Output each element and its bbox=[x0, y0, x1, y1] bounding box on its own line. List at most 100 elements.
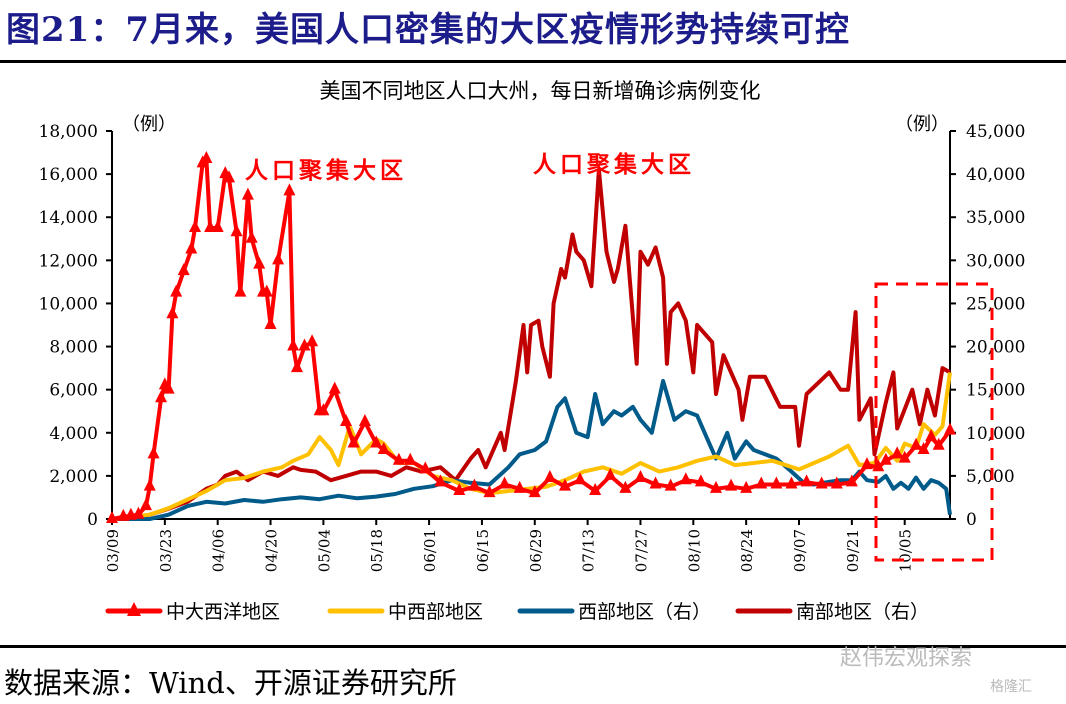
series-marker bbox=[230, 224, 243, 237]
series-marker bbox=[879, 452, 892, 465]
x-tick-label: 03/23 bbox=[157, 529, 175, 572]
x-tick-label: 03/09 bbox=[104, 529, 122, 572]
series-marker bbox=[290, 360, 303, 373]
series-marker bbox=[245, 230, 258, 243]
series-marker bbox=[872, 459, 885, 472]
right-tick-label: 35,000 bbox=[966, 208, 1025, 228]
x-tick-label: 06/01 bbox=[421, 529, 439, 572]
series-marker bbox=[910, 437, 923, 450]
series-marker bbox=[679, 472, 692, 485]
series-marker bbox=[147, 446, 160, 459]
x-tick-label: 06/29 bbox=[527, 529, 545, 572]
source-note: 数据来源：Wind、开源证券研究所 bbox=[4, 666, 457, 700]
series-marker bbox=[785, 476, 798, 489]
series-marker bbox=[543, 470, 556, 483]
series-marker bbox=[264, 317, 277, 329]
x-tick-label: 10/05 bbox=[897, 529, 915, 572]
series-marker bbox=[170, 284, 183, 297]
right-tick-label: 10,000 bbox=[966, 424, 1025, 444]
right-tick-label: 5,000 bbox=[966, 467, 1015, 487]
series-marker bbox=[483, 485, 496, 498]
series-marker bbox=[404, 452, 417, 465]
series-marker bbox=[253, 256, 266, 269]
legend: 中大西洋地区 中西部地区 西部地区（右） 南部地区（右） bbox=[105, 601, 929, 623]
series-marker bbox=[241, 187, 254, 200]
series-marker bbox=[740, 480, 753, 493]
series-marker bbox=[392, 452, 405, 465]
x-tick-label: 09/21 bbox=[844, 529, 862, 572]
left-tick-label: 2,000 bbox=[49, 467, 98, 487]
left-tick-label: 14,000 bbox=[39, 208, 98, 228]
series-marker bbox=[898, 450, 911, 463]
series-marker bbox=[419, 461, 432, 474]
left-tick-label: 10,000 bbox=[39, 294, 98, 314]
x-tick-label: 05/18 bbox=[368, 529, 386, 572]
series-marker bbox=[272, 252, 285, 265]
right-tick-label: 20,000 bbox=[966, 338, 1025, 358]
left-tick-label: 12,000 bbox=[39, 251, 98, 271]
series-marker bbox=[604, 467, 617, 480]
series-marker bbox=[800, 474, 813, 487]
annotation-2: 人口聚集大区 bbox=[533, 151, 695, 178]
series-marker bbox=[317, 403, 330, 416]
series-marker bbox=[634, 470, 647, 483]
left-tick-label: 4,000 bbox=[49, 424, 98, 444]
series-marker bbox=[162, 381, 175, 394]
series-marker bbox=[891, 446, 904, 459]
series-marker bbox=[725, 478, 738, 491]
series-marker bbox=[358, 414, 371, 426]
series-marker bbox=[925, 429, 938, 442]
right-tick-label: 30,000 bbox=[966, 251, 1025, 271]
left-tick-label: 18,000 bbox=[39, 122, 98, 142]
series-marker bbox=[845, 474, 858, 487]
x-tick-label: 04/20 bbox=[263, 529, 281, 572]
series-marker bbox=[370, 435, 383, 448]
series-marker bbox=[211, 220, 224, 232]
right-tick-label: 45,000 bbox=[966, 122, 1025, 142]
series-marker bbox=[234, 284, 247, 297]
chart-title: 美国不同地区人口大州，每日新增确诊病例变化 bbox=[320, 79, 761, 103]
footer-divider bbox=[0, 645, 1066, 648]
legend-label: 中大西洋地区 bbox=[166, 601, 280, 623]
left-tick-label: 8,000 bbox=[49, 338, 98, 358]
series-marker bbox=[347, 435, 360, 448]
series-marker bbox=[755, 476, 768, 489]
right-tick-label: 25,000 bbox=[966, 294, 1025, 314]
series-marker bbox=[139, 498, 152, 511]
series-marker bbox=[770, 476, 783, 489]
page-title: 图21：7月来，美国人口密集的大区疫情形势持续可控 bbox=[6, 10, 850, 50]
series-marker bbox=[204, 220, 217, 232]
x-tick-label: 08/10 bbox=[685, 529, 703, 572]
series-marker bbox=[185, 241, 198, 254]
series-marker bbox=[189, 220, 202, 232]
series-marker bbox=[132, 506, 145, 519]
series-marker bbox=[434, 474, 447, 487]
series-marker bbox=[932, 437, 945, 450]
series-marker bbox=[589, 482, 602, 495]
series-marker bbox=[223, 170, 236, 183]
title-divider bbox=[0, 60, 1066, 63]
x-tick-label: 07/13 bbox=[580, 529, 598, 572]
series-line-2 bbox=[112, 379, 952, 521]
series-marker bbox=[528, 485, 541, 498]
left-tick-label: 16,000 bbox=[39, 165, 98, 185]
series-marker bbox=[143, 478, 156, 491]
series-marker bbox=[377, 442, 390, 455]
annotation-1: 人口聚集大区 bbox=[245, 157, 407, 184]
series-marker bbox=[498, 476, 511, 489]
series-marker bbox=[513, 480, 526, 493]
series-marker bbox=[619, 480, 632, 493]
right-tick-label: 0 bbox=[966, 510, 977, 530]
series-marker bbox=[328, 381, 341, 394]
x-tick-label: 04/06 bbox=[210, 529, 228, 572]
series-marker bbox=[830, 476, 843, 489]
legend-label: 西部地区（右） bbox=[578, 601, 711, 623]
series-marker bbox=[453, 482, 466, 495]
x-tick-label: 07/27 bbox=[632, 529, 650, 572]
series-marker bbox=[340, 414, 353, 426]
series-marker bbox=[298, 338, 311, 351]
legend-marker bbox=[127, 602, 141, 616]
series-marker bbox=[649, 476, 662, 489]
series-marker bbox=[694, 474, 707, 487]
